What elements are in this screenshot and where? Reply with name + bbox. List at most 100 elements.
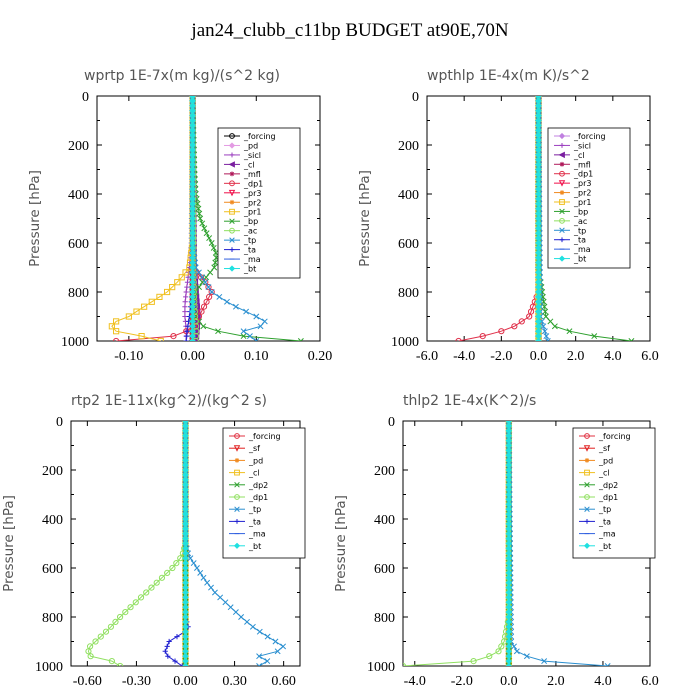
legend-label: _bt (573, 255, 586, 264)
y-axis-label: Pressure [hPa] (333, 495, 349, 592)
legend-marker (584, 482, 590, 488)
legend-label: _pr2 (573, 189, 591, 198)
x-tick-label: 2.0 (547, 674, 565, 689)
data-point-bt (182, 662, 189, 666)
legend-label: _pr2 (243, 198, 261, 207)
x-tick-label: -2.0 (490, 349, 512, 364)
data-point-tp (211, 589, 218, 596)
legend-marker (559, 217, 565, 224)
x-tick-label: 0.00 (173, 674, 198, 689)
y-tick-label: 800 (42, 611, 63, 626)
legend-marker (584, 506, 590, 512)
data-point-dp1 (518, 318, 525, 325)
x-tick-label: 0.20 (308, 349, 333, 364)
data-point-bp (240, 333, 247, 340)
y-tick-label: 1000 (61, 335, 89, 350)
data-point-tp (535, 96, 542, 99)
y-tick-label: 1000 (391, 335, 419, 350)
y-tick-label: 200 (374, 464, 395, 479)
legend-marker (233, 445, 241, 452)
legend-label: _forcing (598, 432, 631, 441)
panel-title: wprtp 1E-7x(m kg)/(s^2 kg) (84, 68, 280, 84)
data-point-sicl (182, 299, 188, 305)
data-point-dp1 (158, 574, 166, 581)
y-axis-label: Pressure [hPa] (27, 170, 43, 267)
y-tick-label: 600 (42, 562, 63, 577)
x-tick-label: -4.0 (453, 349, 475, 364)
data-point-pr1 (108, 323, 115, 330)
data-point-bp (199, 279, 206, 286)
legend-label: _dp2 (598, 481, 618, 490)
data-point-tp (240, 328, 247, 335)
data-point-dp1 (113, 337, 120, 341)
data-point-pr1 (169, 284, 176, 291)
legend-marker (229, 171, 235, 177)
data-point-tp (541, 658, 548, 665)
data-point-dp1 (92, 638, 99, 645)
legend: _forcing_pd_sicl_cl_mfl_dp1_pr3_pr2_pr1_… (217, 127, 301, 279)
data-point-tp (189, 96, 196, 99)
data-point-dp1 (498, 643, 505, 650)
data-point-dp1 (479, 333, 486, 340)
data-point-pr1 (138, 333, 145, 340)
y-tick-label: 200 (68, 139, 89, 154)
y-tick-label: 600 (68, 237, 89, 252)
legend-label: _tp (243, 236, 256, 245)
legend-marker (558, 151, 565, 159)
data-point-dp1 (97, 633, 104, 640)
data-point-tp (202, 279, 209, 286)
legend-marker (558, 255, 566, 262)
y-tick-label: 400 (42, 513, 63, 528)
data-point-tp (261, 318, 268, 325)
data-point-dp1 (137, 594, 145, 601)
data-point-tp (216, 293, 223, 300)
data-point-dp1 (108, 658, 115, 665)
data-point-tp (227, 604, 234, 611)
data-point-dp1 (173, 560, 180, 567)
data-point-dp1 (107, 623, 115, 630)
data-point-sicl (184, 279, 191, 285)
data-point-tp (272, 638, 279, 645)
legend-marker (583, 542, 591, 549)
panel-1: wprtp 1E-7x(m kg)/(s^2 kg) Pressure [hPa]… (27, 68, 332, 364)
data-point-bp (197, 215, 204, 222)
data-point-pr1 (113, 318, 120, 325)
data-point-bt (535, 337, 542, 341)
data-point-tp (232, 303, 239, 310)
legend-label: _forcing (243, 132, 276, 141)
data-point-tp (190, 560, 197, 567)
data-point-bp (547, 318, 554, 325)
legend-label: _ta (243, 246, 256, 255)
x-tick-label: 4.0 (604, 349, 622, 364)
legend-marker (559, 199, 565, 205)
series-line-dp1 (458, 96, 539, 341)
data-point-tp (204, 579, 211, 586)
profiles (403, 421, 611, 666)
x-tick-label: 0.10 (244, 349, 269, 364)
data-point-dp1 (511, 323, 518, 330)
data-point-sicl (182, 309, 188, 315)
data-point-tp (523, 653, 530, 660)
data-point-dp1 (102, 628, 110, 635)
legend-marker (559, 208, 565, 215)
legend-marker (228, 265, 236, 272)
data-point-dp1 (116, 613, 124, 621)
x-tick-label: 0.60 (271, 674, 296, 689)
data-point-ta (165, 653, 171, 659)
legend-label: _ma (573, 245, 591, 254)
data-point-pr1 (113, 328, 120, 335)
legend-label: _bp (243, 217, 258, 226)
data-point-dp1 (470, 658, 477, 665)
data-point-tp (193, 565, 200, 571)
x-tick-label: 0.0 (500, 674, 518, 689)
figure-title: jan24_clubb_c11bp BUDGET at90E,70N (191, 20, 509, 41)
legend-marker (229, 237, 235, 243)
y-tick-label: 400 (398, 188, 419, 203)
profiles (108, 96, 304, 341)
data-point-tp (513, 648, 520, 655)
data-point-tp (253, 313, 260, 320)
data-point-bt (189, 337, 196, 341)
legend-label: _bt (598, 542, 611, 551)
y-tick-label: 800 (398, 286, 419, 301)
